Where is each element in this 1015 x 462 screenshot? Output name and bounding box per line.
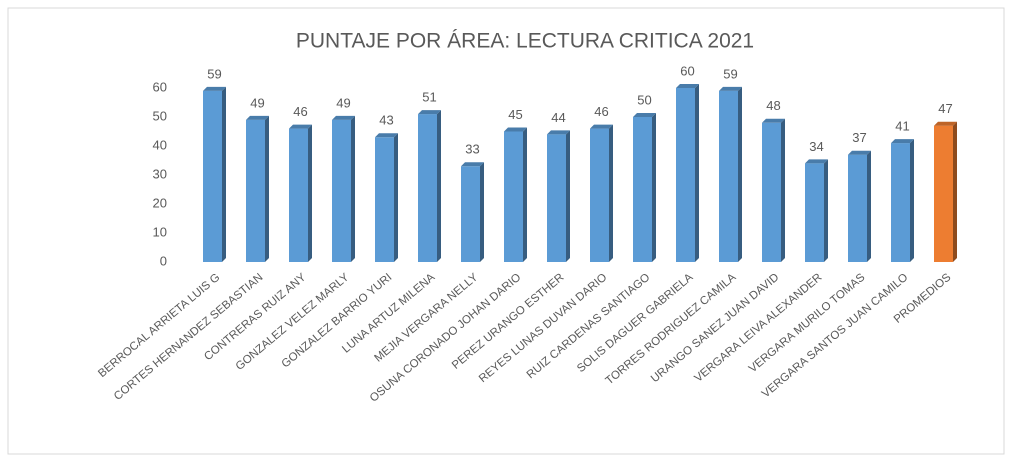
data-label: 60 (680, 63, 694, 78)
bar (719, 90, 738, 263)
bar (762, 122, 781, 262)
data-label: 45 (508, 107, 522, 122)
bar-top (719, 86, 742, 91)
y-tick-label: 20 (153, 195, 167, 210)
bar (590, 128, 609, 262)
chart-title: PUNTAJE POR ÁREA: LECTURA CRITICA 2021 (296, 30, 754, 53)
bar (375, 137, 394, 262)
data-label: 33 (465, 142, 479, 157)
bar-top (762, 118, 785, 123)
bar-side (953, 121, 957, 262)
data-label: 48 (766, 98, 780, 113)
y-tick-label: 30 (153, 166, 167, 181)
bar (848, 154, 867, 262)
bar-side (652, 113, 656, 262)
data-label: 37 (852, 130, 866, 145)
bar (676, 88, 695, 262)
bar (547, 134, 566, 262)
data-label: 41 (895, 119, 909, 134)
bar (289, 128, 308, 262)
bar (934, 125, 953, 262)
y-tick-label: 10 (153, 224, 167, 239)
bar (203, 90, 222, 263)
bar-top (633, 113, 656, 117)
data-label: 34 (809, 139, 823, 154)
y-tick-label: 40 (153, 137, 167, 152)
bar-top (418, 110, 441, 115)
data-label: 51 (422, 90, 436, 105)
bar-top (504, 127, 527, 132)
bar (805, 163, 824, 262)
bar-side (523, 127, 527, 262)
data-label: 50 (637, 92, 651, 107)
bar-top (676, 84, 699, 88)
bar-side (265, 115, 269, 263)
bar (461, 166, 480, 262)
y-tick-label: 60 (153, 79, 167, 94)
bar-top (590, 124, 613, 129)
bar-top (934, 121, 957, 126)
bar-side (781, 118, 785, 262)
bar-top (246, 115, 269, 120)
data-label: 49 (250, 95, 264, 110)
bar-side (738, 86, 742, 263)
bar-top (547, 130, 570, 135)
bar-top (332, 115, 355, 120)
data-label: 59 (723, 66, 737, 81)
bar-side (867, 150, 871, 262)
bar-top (848, 150, 871, 155)
bar (891, 143, 910, 262)
bar-side (566, 130, 570, 262)
data-label: 46 (594, 104, 608, 119)
bar-side (437, 110, 441, 262)
bar-side (480, 162, 484, 262)
data-label: 59 (207, 66, 221, 81)
bar (418, 114, 437, 262)
y-tick-label: 50 (153, 108, 167, 123)
bar-side (222, 86, 226, 263)
bar (504, 131, 523, 262)
bar-top (289, 124, 312, 129)
bar (633, 117, 652, 262)
bar-top (203, 86, 226, 91)
bar-side (910, 139, 914, 262)
data-label: 44 (551, 110, 565, 125)
bar-top (805, 159, 828, 164)
bar-top (891, 139, 914, 144)
bar-side (695, 84, 699, 262)
data-label: 46 (293, 104, 307, 119)
data-label: 49 (336, 95, 350, 110)
bar (332, 119, 351, 263)
bar-side (308, 124, 312, 262)
bar-top (461, 162, 484, 167)
bar-side (609, 124, 613, 262)
data-label: 47 (938, 101, 952, 116)
y-tick-label: 0 (160, 253, 167, 268)
data-label: 43 (379, 113, 393, 128)
bar-side (824, 159, 828, 262)
bar (246, 119, 265, 263)
bar-side (394, 133, 398, 262)
bar-side (351, 115, 355, 263)
bar-top (375, 133, 398, 138)
